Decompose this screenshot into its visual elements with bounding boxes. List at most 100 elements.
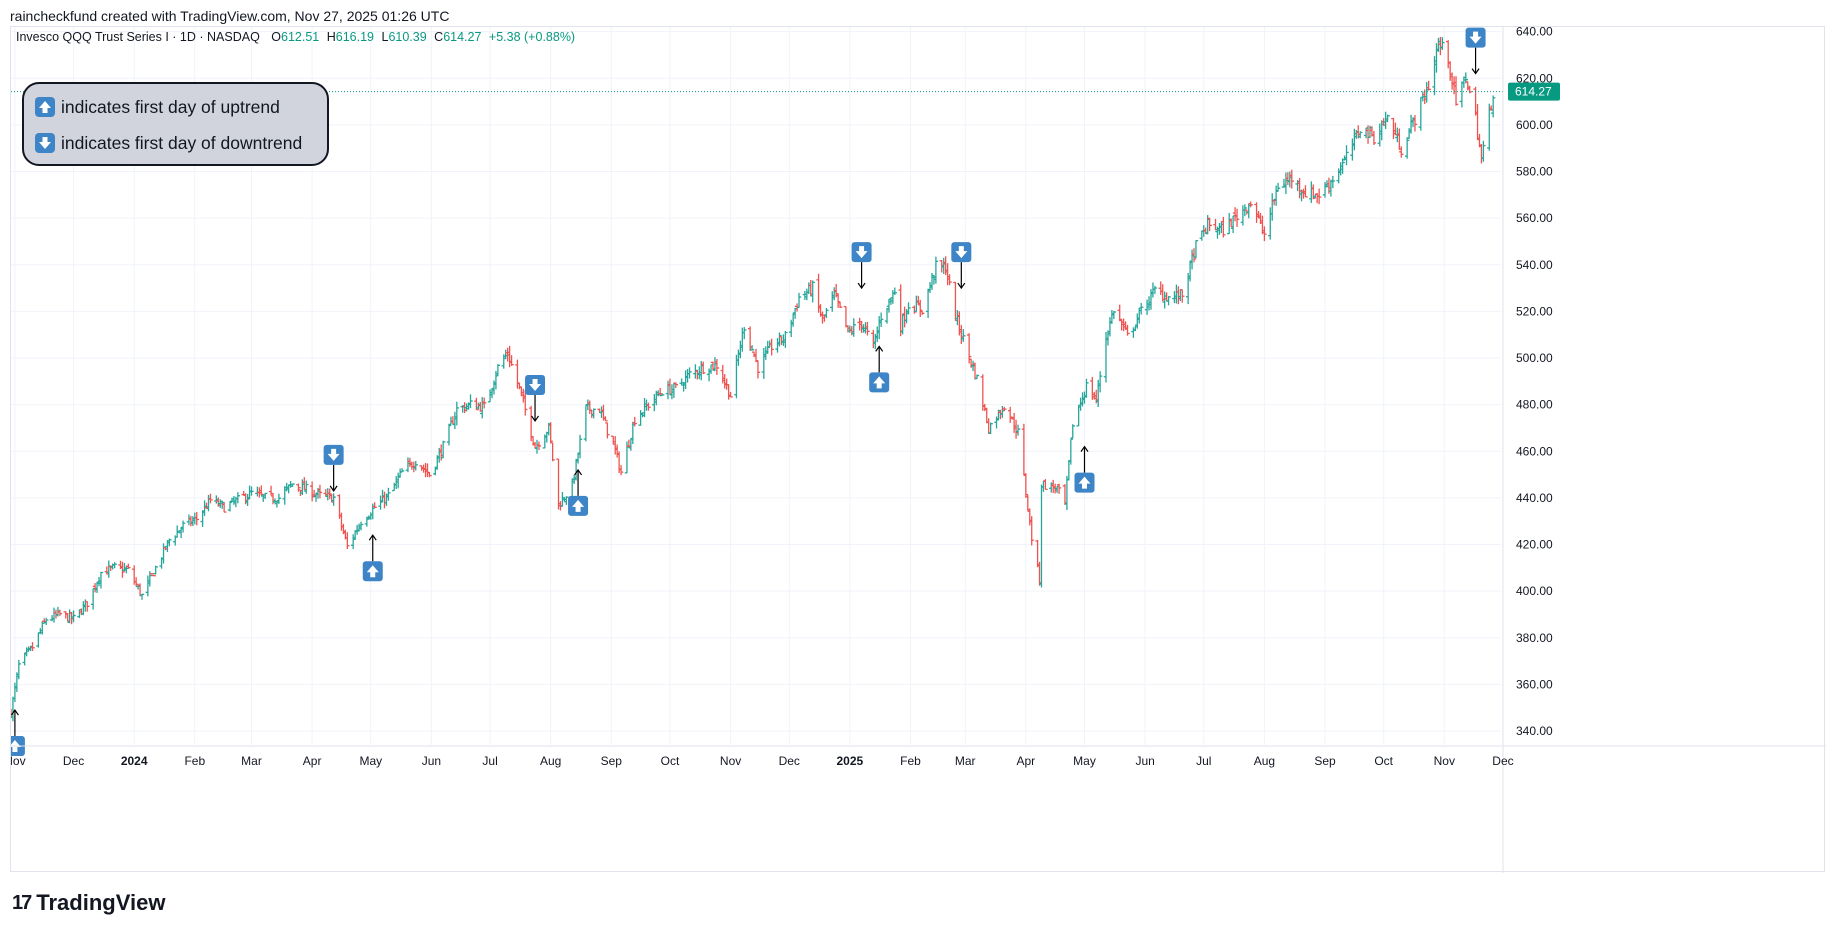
ohlc-bar [550,442,555,462]
chart-area[interactable]: 340.00 360.00 380.00 400.00 420.00 440.00 460.… [10,26,1826,873]
marker-pointer-head [574,468,583,476]
ohlc-bar [1193,239,1199,259]
ohlc-bar [1330,175,1336,189]
y-tick-label: 400.00 [1516,584,1553,598]
y-tick-label: 480.00 [1516,398,1553,412]
x-tick-label: Apr [303,754,322,768]
price-chart[interactable]: 340.00 360.00 380.00 400.00 420.00 440.00 460.… [11,27,1826,873]
ohlc-bar [769,338,774,356]
uptrend-marker [869,345,890,393]
y-tick-label: 380.00 [1516,631,1553,645]
ohlc-bar [1221,216,1226,238]
marker-pointer-head [329,485,338,492]
ohlc-bar [564,496,569,505]
ohlc-bar [1358,131,1363,139]
high-label: H [327,30,336,44]
marker-pointer-head [857,282,866,290]
ohlc-bar [591,408,596,419]
ohlc-bar [673,382,679,389]
marker-pointer-head [1080,445,1089,452]
down-arrow-glyph [1469,31,1482,44]
tradingview-brand[interactable]: 17 TradingView [12,890,165,916]
ohlc-bar [851,318,856,337]
ohlc-bar [427,471,432,478]
ohlc-bar [1289,169,1294,189]
ohlc-bar [221,501,227,513]
ohlc-bar [1180,289,1185,303]
x-tick-label: Dec [779,754,800,768]
x-tick-label: Sep [1314,754,1336,768]
ohlc-bar [1015,424,1021,436]
up-arrow-glyph [572,499,585,512]
ohlc-bar [208,493,213,504]
y-tick-label: 540.00 [1516,258,1553,272]
ohlc-bar [892,287,898,296]
ohlc-bar [1399,146,1404,158]
ohlc-bar [495,364,501,376]
ohlc-bar [749,345,755,351]
ohlc-bar [1084,378,1089,398]
x-tick-label: Jul [482,754,497,768]
ohlc-bar [1316,188,1322,205]
ohlc-bar [1404,137,1410,159]
x-tick-label: Aug [540,754,561,768]
ohlc-bar [1097,371,1103,393]
ohlc-bar [345,532,350,550]
ohlc-bar [386,487,391,501]
ohlc-bar [372,502,377,509]
ohlc-bar [317,484,323,499]
ohlc-bar [777,332,782,347]
price-axis[interactable]: 340.00 360.00 380.00 400.00 420.00 440.00 460.… [1502,27,1553,873]
ohlc-bar [153,565,158,575]
ohlc-bar [133,577,139,587]
x-tick-label: Mar [241,754,262,768]
downtrend-marker [951,242,972,290]
ohlc-bar [194,511,199,526]
ohlc-bar [1207,217,1212,232]
y-tick-label: 620.00 [1516,71,1553,85]
brand-name: TradingView [36,890,166,915]
ohlc-bar [906,302,911,315]
ohlc-bar [276,493,282,504]
symbol-legend[interactable]: Invesco QQQ Trust Series I · 1D · NASDAQ… [16,30,575,44]
ohlc-bar [528,405,534,442]
ohlc-bar [1068,438,1074,465]
ohlc-bar [755,360,761,379]
close-label: C [434,30,443,44]
time-axis[interactable]: Nov Dec 2024 Feb Mar Apr May Jun Jul Aug Sep Oct Nov… [11,745,1826,768]
ohlc-bar [974,374,980,380]
downtrend-marker [323,444,344,492]
x-tick-label: Nov [1434,754,1455,768]
ohlc-bar [1385,114,1390,123]
y-tick-label: 420.00 [1516,538,1553,552]
grid-lines [11,27,1504,745]
downtrend-marker [1465,27,1486,75]
x-tick-label: May [1073,754,1096,768]
x-tick-label: 2024 [121,754,148,768]
x-tick-label: Nov [11,754,26,768]
ohlc-bar [837,301,843,309]
ohlc-bar [167,538,172,547]
legend-down-arrow-icon [35,133,55,153]
ohlc-bar [920,310,925,315]
ohlc-bar [824,307,829,319]
ohlc-bar [16,659,22,680]
y-tick-label: 360.00 [1516,677,1553,691]
high-value: 616.19 [336,30,374,44]
ohlc-bar [632,416,637,427]
ohlc-bar [71,610,76,623]
x-tick-label: Mar [955,754,976,768]
ohlc-bar [227,501,233,512]
ohlc-bar [235,492,241,504]
x-tick-label: Feb [900,754,921,768]
uptrend-marker [362,534,383,582]
uptrend-marker [1074,445,1095,493]
ohlc-bar [454,401,460,426]
up-arrow-glyph [1078,476,1091,489]
x-tick-label: 2025 [837,754,864,768]
ohlc-bar [85,600,90,612]
legend-uptrend-text: indicates first day of uptrend [61,97,280,117]
ohlc-bar [933,256,939,284]
ohlc-bar [687,367,692,379]
up-arrow-glyph [366,565,379,578]
